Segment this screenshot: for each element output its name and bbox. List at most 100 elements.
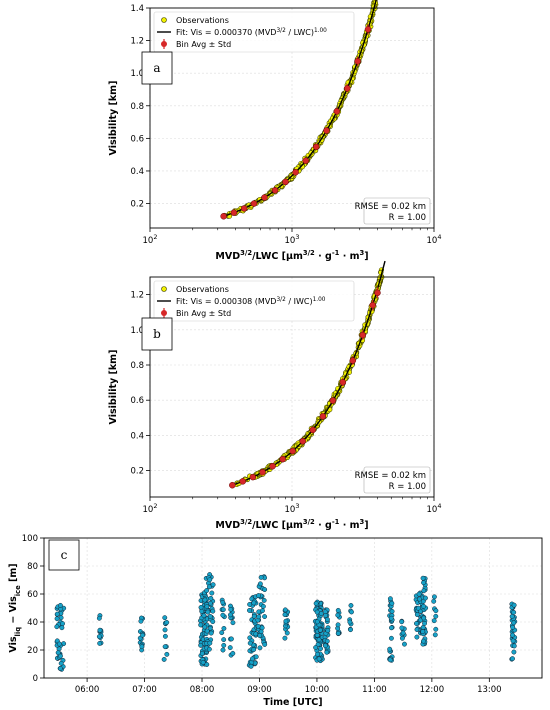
difference-point (314, 619, 320, 625)
difference-point (227, 645, 233, 651)
stats-box: RMSE = 0.02 kmR = 1.00 (355, 466, 431, 494)
y-tick-label: 1.0 (130, 69, 144, 79)
difference-point (221, 642, 227, 648)
difference-point (433, 626, 439, 632)
y-tick-label: 1.2 (130, 291, 144, 301)
difference-point (431, 618, 437, 624)
difference-point (422, 620, 427, 626)
difference-point (511, 602, 517, 608)
bin-avg-point (249, 473, 257, 481)
bin-avg-point (339, 378, 347, 386)
difference-point (207, 625, 213, 631)
y-axis-label: Visliq − Visice [m] (8, 563, 22, 652)
difference-point (420, 575, 426, 581)
x-tick-exponent: 2 (153, 502, 157, 510)
x-tick-label: 11:00 (362, 685, 387, 695)
bin-avg-point (349, 357, 357, 364)
difference-point (417, 596, 422, 602)
difference-point (510, 656, 515, 662)
difference-point (253, 654, 259, 660)
difference-point (335, 607, 341, 613)
difference-point (399, 625, 405, 631)
difference-point (420, 624, 426, 630)
difference-point (202, 597, 208, 603)
difference-point (207, 640, 213, 646)
x-tick-base: 10 (427, 505, 438, 515)
difference-point (162, 627, 168, 633)
difference-point (431, 598, 437, 604)
legend-observations-marker (161, 17, 167, 23)
difference-point (421, 580, 427, 586)
x-tick-exponent: 3 (295, 502, 299, 510)
y-tick-label: 0.4 (130, 167, 144, 177)
difference-point (60, 621, 65, 627)
stats-box: RMSE = 0.02 kmR = 1.00 (355, 197, 431, 225)
y-tick-label: 0.6 (130, 396, 144, 406)
y-axis-label: Visibility [km] (108, 350, 119, 425)
difference-point (262, 587, 268, 593)
x-tick-label: 09:00 (247, 685, 272, 695)
difference-point (161, 656, 167, 662)
x-tick-exponent: 4 (437, 233, 441, 241)
difference-point (219, 630, 225, 636)
difference-point (247, 607, 252, 613)
difference-point (262, 614, 268, 620)
difference-point (209, 590, 215, 596)
difference-point (415, 605, 421, 611)
legend-binavg-marker (161, 41, 167, 47)
difference-point (58, 660, 64, 666)
x-tick-label: 103 (285, 502, 300, 515)
difference-point (210, 608, 216, 614)
difference-point (164, 620, 170, 625)
y-tick-label: 0 (33, 674, 38, 684)
difference-point (313, 645, 319, 650)
difference-point (420, 629, 426, 635)
difference-point (200, 659, 206, 665)
x-axis-label: MVD3/2/LWC [μm3/2 · g-1 · m3] (215, 249, 368, 262)
difference-point (324, 616, 330, 622)
difference-point (389, 625, 394, 631)
difference-point (204, 588, 210, 593)
bin-avg-point (299, 437, 306, 445)
difference-point (261, 597, 267, 603)
difference-point (138, 618, 144, 624)
difference-point (324, 638, 330, 644)
difference-point (388, 635, 394, 641)
difference-point (199, 608, 205, 614)
bin-avg-point (230, 209, 238, 216)
difference-point (256, 614, 262, 620)
bin-avg-point (329, 397, 337, 404)
legend-entry-label: Fit: Vis = 0.000370 (MVD3/2 / LWC)1.00 (176, 28, 327, 37)
bin-avg-point (279, 455, 286, 463)
stats-rmse: RMSE = 0.02 km (355, 202, 426, 212)
difference-point (204, 662, 210, 667)
difference-point (221, 625, 227, 631)
difference-point (318, 646, 323, 652)
bin-avg-point (344, 85, 351, 92)
y-tick-label: 0.8 (130, 102, 144, 112)
difference-point (257, 633, 263, 639)
difference-point (510, 624, 516, 630)
y-tick-label: 0.8 (130, 361, 144, 371)
panel-c: 0 20 40 60 80 100 06:00 07:00 08:00 09:00 10:00 11:… (8, 534, 543, 708)
difference-point (247, 640, 253, 646)
x-tick-base: 10 (143, 505, 154, 515)
difference-point (220, 599, 226, 605)
x-tick-base: 10 (285, 236, 296, 246)
bin-avg-point (374, 289, 381, 297)
difference-point (325, 628, 331, 634)
panel-label: c (61, 548, 68, 562)
bin-avg-point (364, 26, 372, 33)
stats-rmse: RMSE = 0.02 km (355, 471, 426, 481)
x-tick-label: 104 (427, 502, 442, 515)
legend-entry-label: Observations (176, 16, 229, 25)
difference-point (220, 612, 226, 618)
x-tick-label: 07:00 (132, 685, 157, 695)
x-axis-label: MVD3/2/LWC [μm3/2 · g-1 · m3] (215, 518, 368, 531)
difference-point (206, 646, 212, 652)
difference-point (58, 615, 64, 621)
difference-point (259, 625, 265, 631)
